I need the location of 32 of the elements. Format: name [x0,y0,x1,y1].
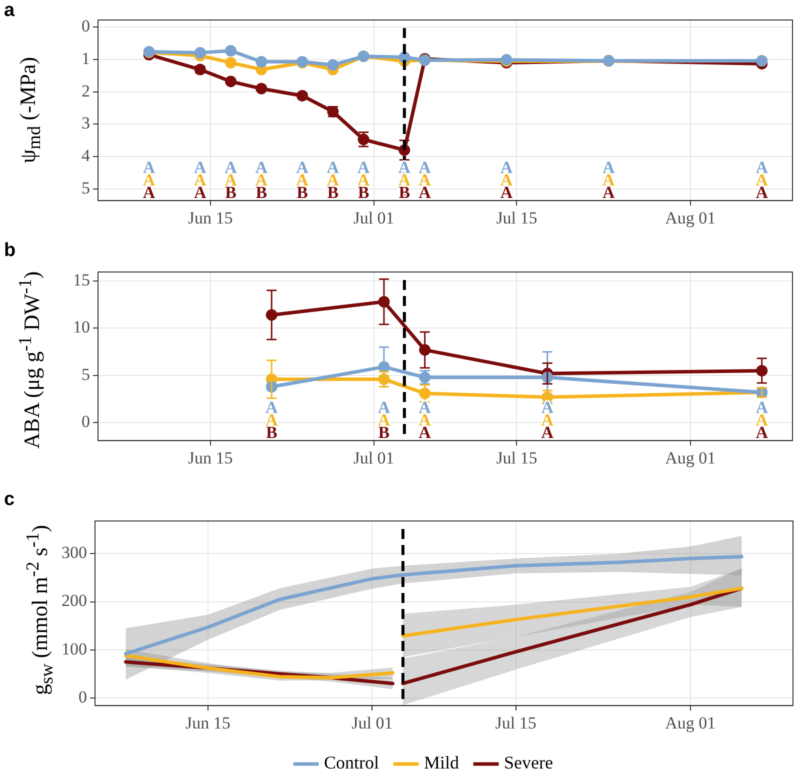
y-tick-label: 300 [62,543,87,562]
y-tick-label: 1 [82,48,90,68]
legend-label: Severe [504,752,553,773]
y-tick-label: 0 [78,687,87,706]
y-tick-label: 5 [82,178,90,198]
x-tick-label: Jul 01 [353,208,394,228]
y-tick-label: 3 [82,114,90,133]
chart-title: b [4,240,16,262]
y-tick-label: 4 [82,146,90,166]
x-tick-label: Jul 01 [353,448,394,468]
chart-title: c [4,489,15,511]
y-tick-label: 2 [82,81,90,100]
x-tick-label: Jun 15 [185,713,230,732]
y-tick-label: 15 [73,270,90,290]
x-tick-label: Jul 15 [496,448,538,468]
y-tick-label: 200 [62,591,87,610]
x-tick-label: Aug 01 [665,208,716,228]
y-tick-label: 10 [73,318,90,337]
chart-title: a [4,0,15,22]
y-tick-label: 100 [62,639,87,658]
x-tick-label: Jun 15 [188,448,233,468]
x-tick-label: Jul 01 [352,713,393,732]
x-tick-label: Aug 01 [665,713,716,732]
x-tick-label: Jun 15 [188,208,233,228]
x-tick-label: Jul 15 [496,208,538,228]
legend-label: Control [324,752,380,773]
x-tick-label: Jul 15 [495,713,536,732]
y-tick-label: 0 [82,16,90,36]
legend-label: Mild [424,752,460,773]
x-tick-label: Aug 01 [665,448,716,468]
y-tick-label: 5 [82,364,90,384]
y-tick-label: 0 [82,412,90,432]
